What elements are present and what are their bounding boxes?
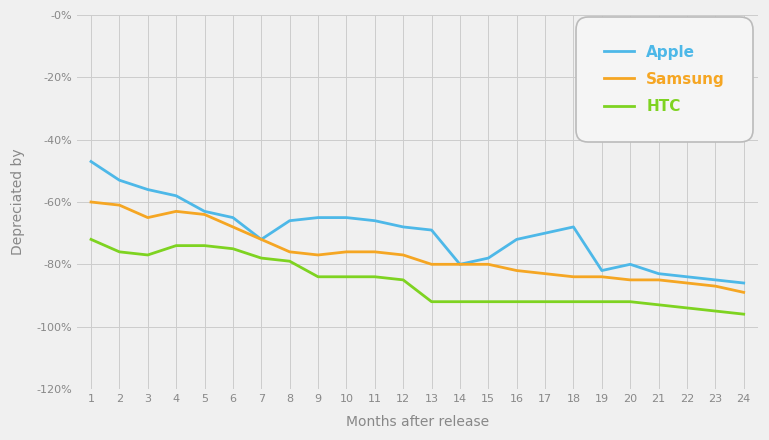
Legend: Apple, Samsung, HTC: Apple, Samsung, HTC xyxy=(585,26,744,132)
X-axis label: Months after release: Months after release xyxy=(346,415,489,429)
Y-axis label: Depreciated by: Depreciated by xyxy=(11,149,25,255)
